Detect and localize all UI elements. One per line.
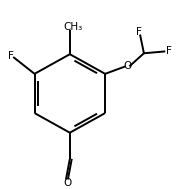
Text: O: O bbox=[64, 178, 72, 188]
Text: F: F bbox=[8, 50, 14, 60]
Text: F: F bbox=[136, 27, 142, 37]
Text: F: F bbox=[166, 46, 172, 56]
Text: CH₃: CH₃ bbox=[63, 22, 82, 32]
Text: O: O bbox=[123, 61, 132, 71]
